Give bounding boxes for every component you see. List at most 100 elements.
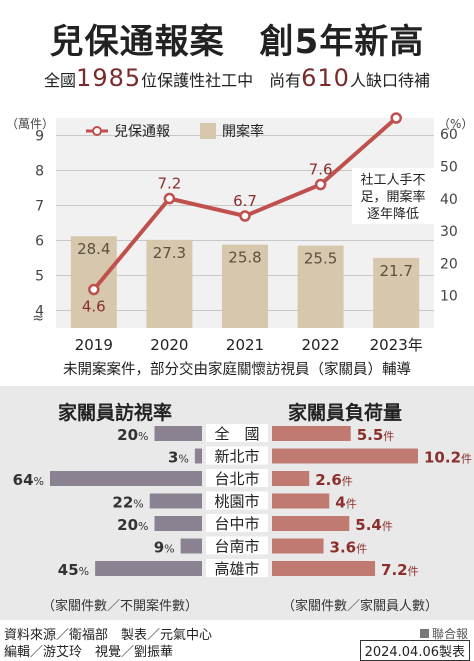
workload-bar — [272, 426, 351, 441]
legend-line-label: 兒保通報 — [114, 124, 170, 140]
brand-square-icon — [419, 629, 429, 638]
city-label: 新北市 — [214, 448, 259, 466]
legend-bar-swatch — [200, 123, 216, 139]
bar-open-rate — [297, 245, 344, 328]
visit-rate-bar — [95, 561, 202, 576]
workload-bar — [272, 471, 310, 486]
city-label: 全 國 — [214, 425, 259, 443]
visit-rate-bar — [194, 448, 202, 464]
workload-label: 7.2件 — [381, 561, 419, 579]
city-label-box — [206, 469, 268, 487]
footer-source: 資料來源／衛福部 製表／元氣中心 — [4, 628, 213, 643]
workload-bar — [272, 493, 330, 509]
left-tick-label: 6 — [35, 234, 44, 250]
brand-label: 聯合報 — [431, 627, 468, 641]
city-label: 台南市 — [214, 538, 259, 556]
right-axis-unit: （%） — [438, 117, 473, 131]
left-tick-label: 4 — [35, 304, 44, 320]
city-label: 台中市 — [214, 515, 259, 533]
line-label: 4.6 — [82, 298, 106, 316]
brand: 聯合報 — [419, 625, 468, 642]
chart-note: 未開案案件，部分交由家庭關懷訪視員（家關員）輔導 — [63, 362, 411, 378]
left-tick-label: 8 — [35, 164, 44, 180]
subtitle-pre: 全國 — [44, 71, 77, 90]
axis-break-icon: ≈ — [32, 311, 44, 327]
visit-rate-unit: % — [164, 543, 174, 556]
footer-credits: 編輯／游艾玲 視覺／劉振華 — [4, 645, 174, 660]
line-point — [163, 192, 176, 205]
visit-rate-unit: % — [133, 498, 143, 511]
right-tick-label: 40 — [440, 192, 458, 208]
visit-rate-unit: % — [79, 565, 89, 578]
right-tick-label: 30 — [440, 224, 458, 240]
x-tick-label: 2020 — [150, 336, 188, 354]
visit-rate-unit: % — [138, 430, 148, 443]
bar-open-rate — [222, 244, 268, 328]
workload-unit: 件 — [461, 453, 472, 466]
workload-bar — [272, 538, 324, 554]
footer-date: 2024.04.06製表 — [359, 640, 470, 661]
workload-label: 5.4件 — [355, 516, 393, 534]
workload-unit: 件 — [342, 475, 353, 488]
right-tick-label: 20 — [440, 256, 458, 272]
visit-rate-bar — [180, 538, 202, 554]
right-tick-label: 10 — [440, 289, 458, 305]
visit-rate-bar — [50, 471, 202, 486]
workload-unit: 件 — [408, 565, 419, 578]
x-tick-label: 2019 — [75, 336, 113, 354]
city-label-box — [206, 514, 268, 532]
line-label: 7.6 — [309, 161, 333, 179]
line-label: 7.2 — [157, 175, 181, 193]
line-label: 9.5萬件 — [375, 110, 429, 112]
visit-rate-footnote: （家關件數／不開案件數） — [42, 598, 198, 614]
workload-label: 10.2件 — [424, 449, 472, 467]
annotation-line: 社工人手不 — [360, 172, 425, 188]
line-label: 6.7 — [233, 192, 257, 210]
workload-unit: 件 — [383, 430, 394, 443]
city-label: 高雄市 — [214, 560, 259, 578]
visit-rate-label: 3% — [168, 449, 189, 467]
visit-rate-title: 家關員訪視率 — [58, 402, 173, 424]
x-tick-label: 2021 — [226, 336, 264, 354]
workload-footnote: （家關件數／家關員人數） — [282, 598, 438, 614]
city-label: 桃園市 — [214, 493, 259, 511]
line-point — [88, 283, 100, 296]
workload-unit: 件 — [382, 520, 393, 533]
visit-rate-bar — [154, 516, 202, 531]
visit-rate-unit: % — [34, 475, 44, 488]
city-label-box — [206, 491, 268, 510]
city-label-box — [206, 559, 268, 577]
line-point — [390, 112, 402, 124]
x-tick-label: 2023年 — [370, 336, 423, 354]
workload-label: 3.6件 — [330, 539, 368, 557]
subtitle-num-total: 1985 — [76, 64, 142, 92]
subtitle-post: 人缺口待補 — [349, 71, 430, 90]
visit-rate-label: 9% — [154, 539, 175, 557]
trend-chart: 9 8 7 6 5 4 60 50 40 30 20 10 ≈ （萬件） （%） 28.4 27.3 25.8 25… — [6, 110, 473, 354]
subtitle-num-gap: 610 — [301, 64, 350, 92]
visit-rate-label: 20% — [117, 516, 148, 534]
workload-unit: 件 — [346, 498, 357, 511]
bar-open-rate — [373, 257, 420, 328]
page-subtitle: 全國1985位保護性社工中 尚有610人缺口待補 — [0, 64, 474, 92]
bar-label: 28.4 — [77, 240, 110, 258]
workload-title: 家關員負荷量 — [288, 402, 403, 424]
bar-label: 21.7 — [379, 262, 412, 280]
page-title: 兒保通報案 創5年新高 — [49, 22, 425, 62]
annotation-line: 足，開案率 — [360, 189, 425, 205]
visit-rate-label: 45% — [58, 561, 89, 579]
visit-rate-label: 20% — [117, 426, 148, 444]
annotation-box — [352, 168, 434, 224]
city-label-box — [206, 536, 268, 555]
line-point — [314, 178, 327, 191]
city-label: 台北市 — [214, 470, 259, 488]
subtitle-mid: 位保護性社工中 尚有 — [141, 71, 302, 90]
right-tick-label: 50 — [440, 159, 458, 175]
left-axis-unit: （萬件） — [6, 117, 54, 131]
visit-rate-label: 22% — [112, 494, 143, 512]
left-tick-label: 5 — [35, 269, 44, 285]
visit-rate-bar — [154, 426, 202, 441]
workload-label: 4件 — [335, 494, 356, 512]
bar-open-rate — [70, 236, 117, 328]
